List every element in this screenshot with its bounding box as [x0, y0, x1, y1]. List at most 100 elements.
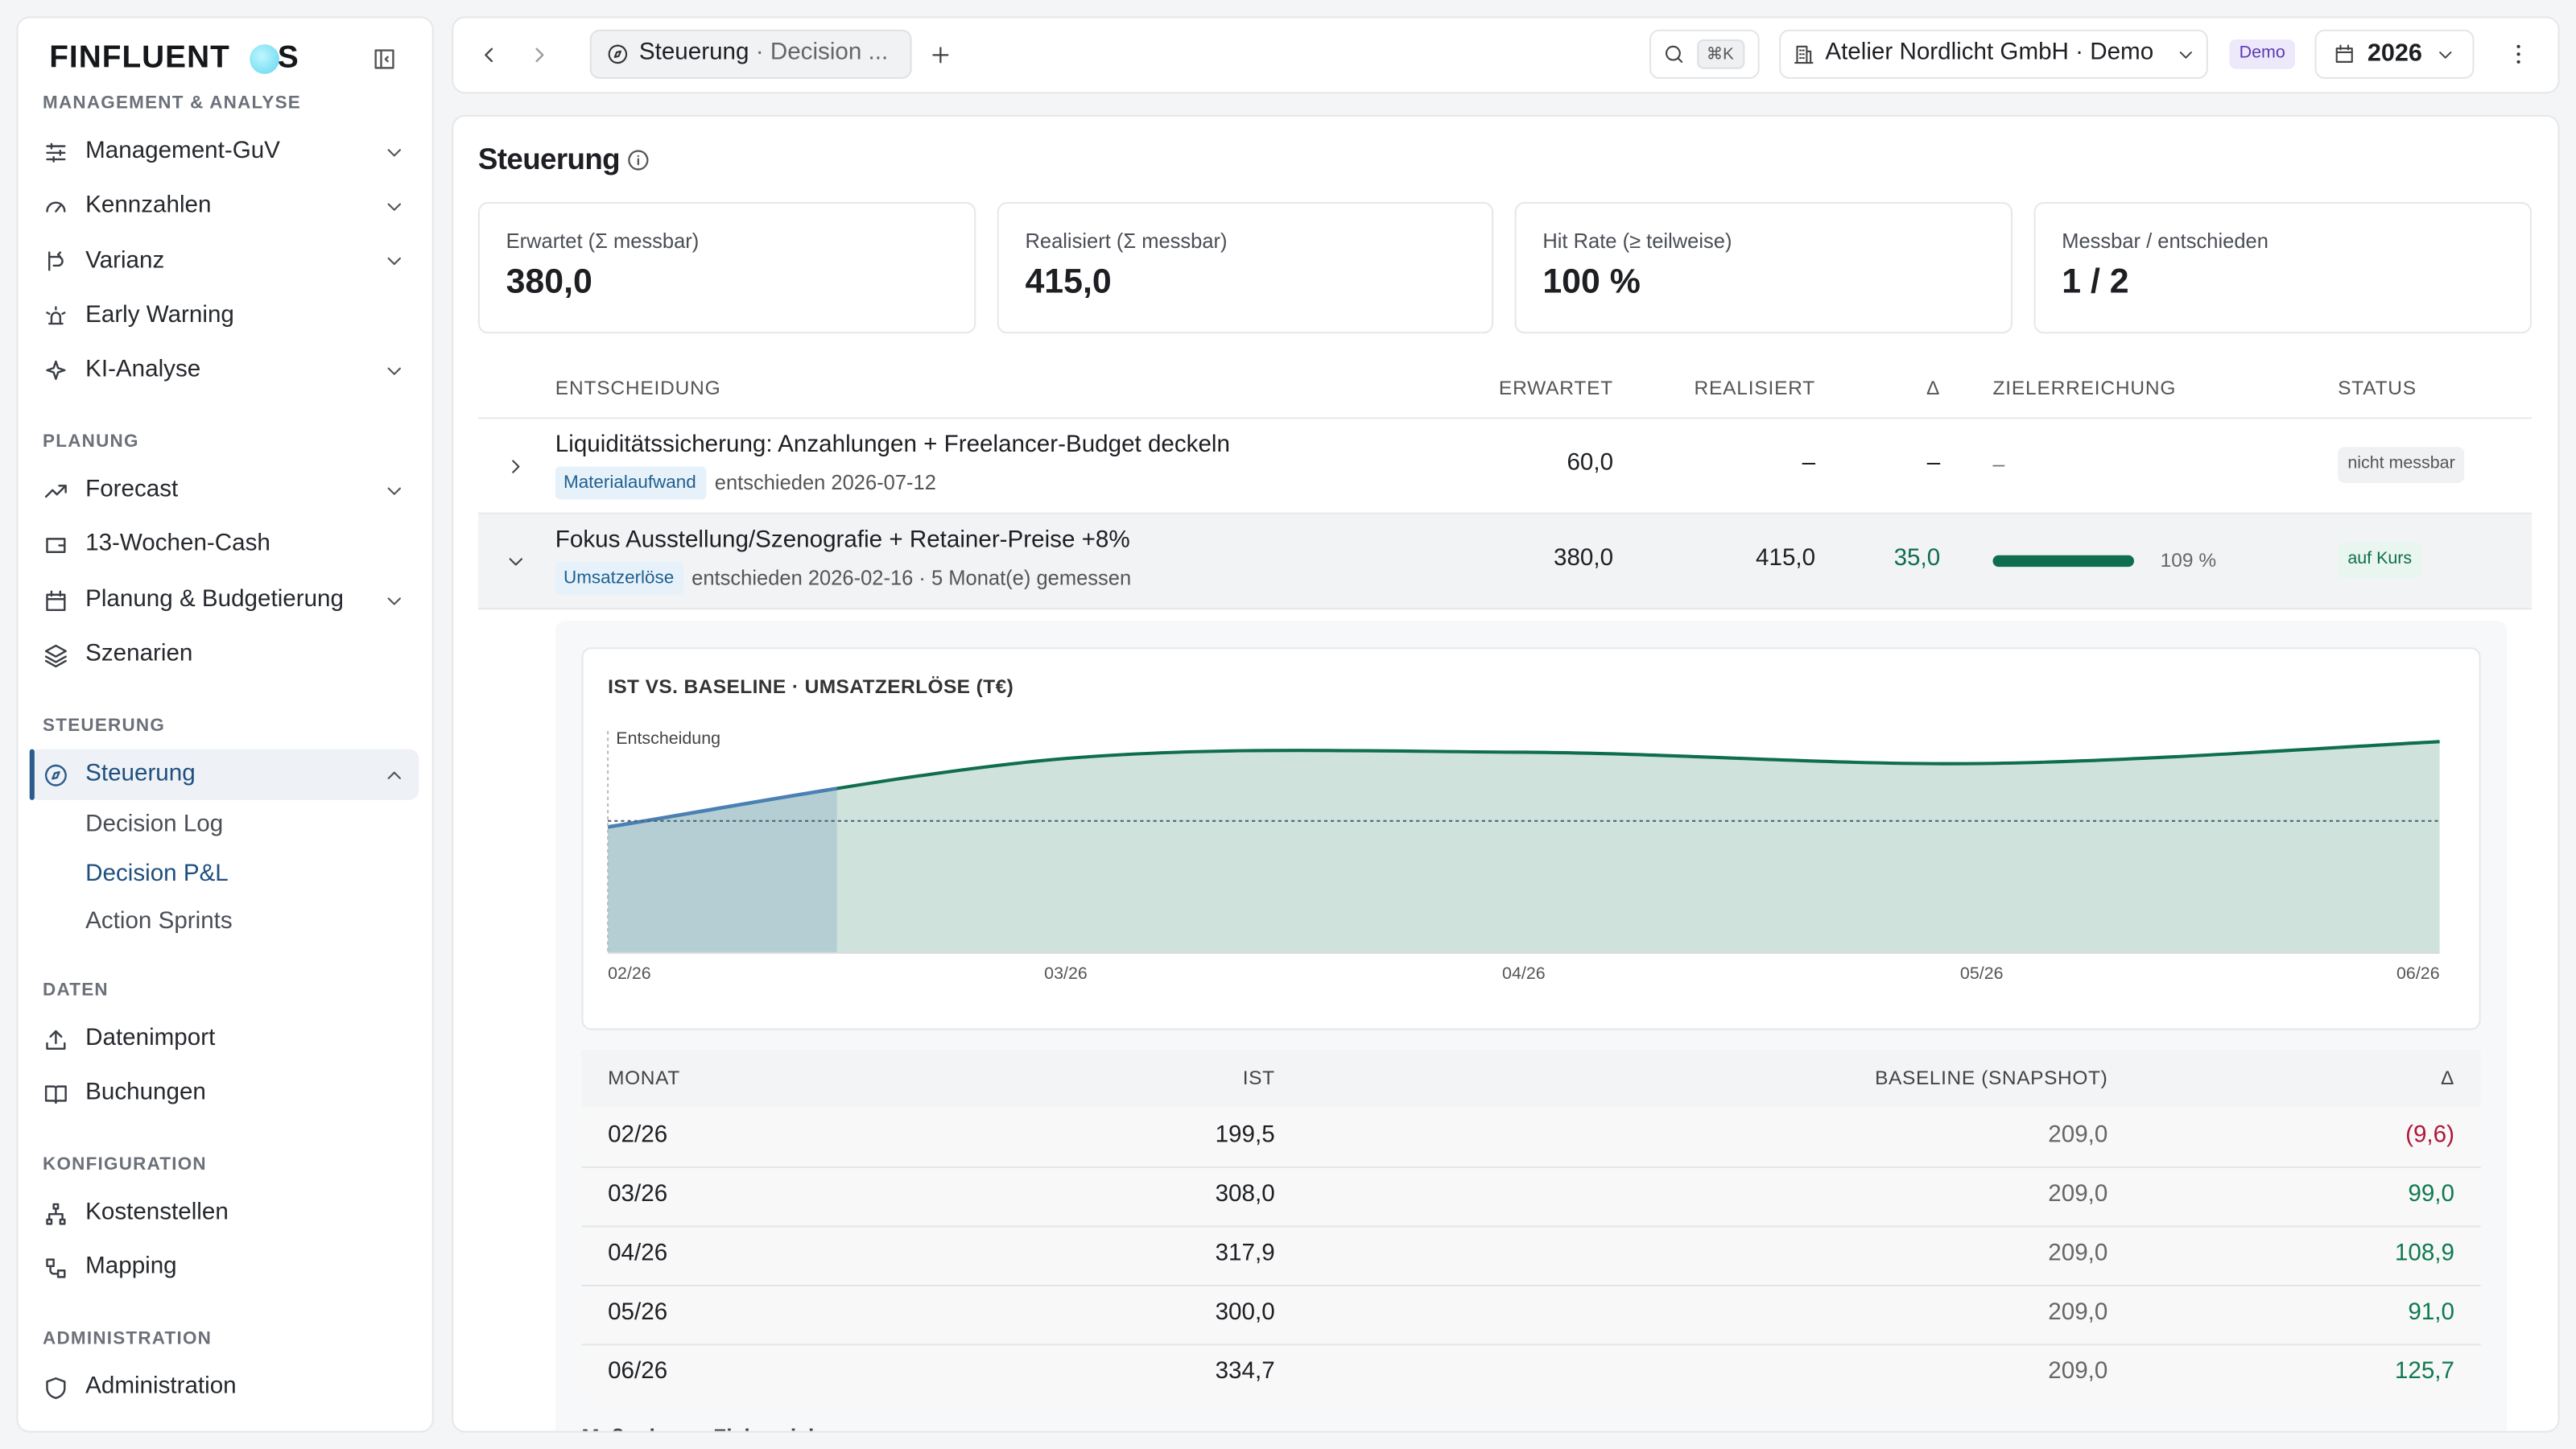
- nav-subitem[interactable]: Decision P&L: [85, 860, 229, 887]
- kpi-card: [477, 202, 976, 334]
- nav-label[interactable]: Buchungen: [85, 1080, 206, 1107]
- nav-icon-path: [44, 644, 67, 667]
- nav-icon-path: [46, 201, 66, 213]
- nav-label[interactable]: Management-GuV: [85, 138, 280, 165]
- category-tag-bg: [555, 466, 707, 500]
- x-tick-label: 02/26: [608, 964, 651, 983]
- nav-chevron-path: [387, 487, 402, 495]
- nav-label[interactable]: Steuerung: [85, 760, 196, 787]
- new-tab-button-path: [931, 46, 948, 63]
- nav-label[interactable]: Varianz: [85, 247, 165, 274]
- decision-meta: entschieden 2026-02-16 · 5 Monat(e) geme…: [691, 566, 1132, 589]
- status-label: auf Kurs: [2347, 548, 2413, 569]
- nav-chevron: [387, 771, 402, 779]
- forward-button-path: [535, 47, 543, 62]
- nav-icon-path: [44, 764, 67, 786]
- tab[interactable]: [589, 29, 912, 79]
- nav-label[interactable]: 13-Wochen-Cash: [85, 530, 270, 558]
- progress-fill: [1992, 554, 2135, 567]
- nav-label[interactable]: Forecast: [85, 476, 179, 503]
- forward-button: [535, 47, 543, 62]
- kpi-label: Messbar / entschieden: [2062, 229, 2268, 253]
- nav-label[interactable]: Early Warning: [85, 302, 234, 328]
- baseline-value: 209,0: [2048, 1121, 2108, 1148]
- column-header: ENTSCHEIDUNG: [555, 375, 721, 399]
- status-badge: [2338, 447, 2465, 483]
- nav-icon: [46, 1259, 66, 1279]
- nav-label[interactable]: Administration: [85, 1373, 237, 1401]
- annotation: Entscheidung: [616, 729, 720, 748]
- nav-icon-path: [48, 252, 64, 272]
- decision-row[interactable]: [477, 514, 2532, 610]
- nav-label[interactable]: Kennzahlen: [85, 192, 212, 219]
- kpi-value: 100 %: [1542, 263, 1641, 301]
- nav-icon: [46, 142, 66, 163]
- row-toggle-path: [512, 460, 520, 473]
- actual: 199,5: [1215, 1121, 1275, 1148]
- row-toggle: [512, 460, 520, 473]
- nav-icon-path: [46, 538, 66, 554]
- month: 05/26: [608, 1299, 668, 1327]
- nav-label[interactable]: Datenimport: [85, 1025, 216, 1052]
- nav-icon: [46, 201, 66, 213]
- delta: (9,6): [2405, 1121, 2454, 1148]
- kpi-label: Realisiert (Σ messbar): [1025, 229, 1228, 253]
- decision-row[interactable]: [477, 419, 2532, 514]
- delta-value: –: [1926, 450, 1941, 477]
- status-badge: [2338, 542, 2422, 579]
- delta: 99,0: [2408, 1180, 2454, 1208]
- chart-title: IST VS. BASELINE · UMSATZERLÖSE (T€): [608, 675, 1014, 699]
- nav-label[interactable]: Szenarien: [85, 640, 193, 667]
- nav-icon: [44, 644, 67, 667]
- year-chevron-path: [2438, 51, 2451, 58]
- nav-section-title: KONFIGURATION: [43, 1154, 207, 1175]
- actual: 308,0: [1215, 1180, 1275, 1208]
- nav-icon: [46, 1030, 66, 1050]
- back-button-path: [484, 47, 493, 62]
- detail-row: [581, 1166, 2481, 1226]
- month: 06/26: [608, 1359, 668, 1386]
- area: [608, 741, 2440, 953]
- nav-chevron: [387, 148, 402, 157]
- nav-label[interactable]: KI-Analyse: [85, 357, 201, 383]
- company-icon: [1794, 45, 1814, 64]
- delta: 125,7: [2394, 1359, 2454, 1386]
- company-select[interactable]: [1779, 29, 2208, 79]
- column-header: ZIELERREICHUNG: [1992, 375, 2177, 399]
- company-chevron: [2178, 51, 2191, 58]
- nav-chevron: [387, 597, 402, 605]
- nav-icon: [46, 538, 66, 554]
- month: 02/26: [608, 1121, 668, 1148]
- nav-label[interactable]: Planung & Budgetierung: [85, 585, 344, 613]
- kpi-card: [997, 202, 1494, 334]
- year-label: 2026: [2367, 39, 2422, 68]
- nav-label[interactable]: Mapping: [85, 1254, 177, 1281]
- nav-icon-path: [46, 1377, 66, 1400]
- detail-column-header: BASELINE (SNAPSHOT): [1875, 1065, 2108, 1089]
- chart: Entscheidung 02/26 03/26 04/26 05/26 06/26: [607, 729, 2440, 983]
- nav-chevron: [387, 367, 402, 375]
- logo-text: S: [277, 40, 299, 76]
- search-button[interactable]: [1649, 29, 1760, 79]
- category-tag: Materialaufwand: [564, 473, 696, 493]
- nav-subitem[interactable]: Decision Log: [85, 811, 224, 839]
- kpi-label: Hit Rate (≥ teilweise): [1542, 229, 1732, 253]
- calendar-icon-path: [2335, 44, 2353, 63]
- section-footer: Maßnahmen-Zielerreichung: [581, 1422, 860, 1431]
- category-tag-bg: [555, 561, 683, 595]
- kpi-card: [1514, 202, 2013, 334]
- column-header: STATUS: [2338, 375, 2417, 399]
- nav-icon: [46, 1377, 66, 1400]
- realized-value: 415,0: [1756, 545, 1816, 572]
- year-select[interactable]: [2314, 29, 2475, 79]
- shortcut-key: [1697, 39, 1745, 69]
- nav-label[interactable]: Kostenstellen: [85, 1199, 229, 1226]
- nav-subitem[interactable]: Action Sprints: [85, 908, 233, 935]
- baseline-value: 209,0: [2048, 1240, 2108, 1267]
- detail-row: [581, 1106, 2481, 1166]
- nav-icon-path: [44, 1085, 67, 1104]
- collapse-sidebar: [374, 49, 394, 69]
- nav-item[interactable]: [29, 749, 419, 801]
